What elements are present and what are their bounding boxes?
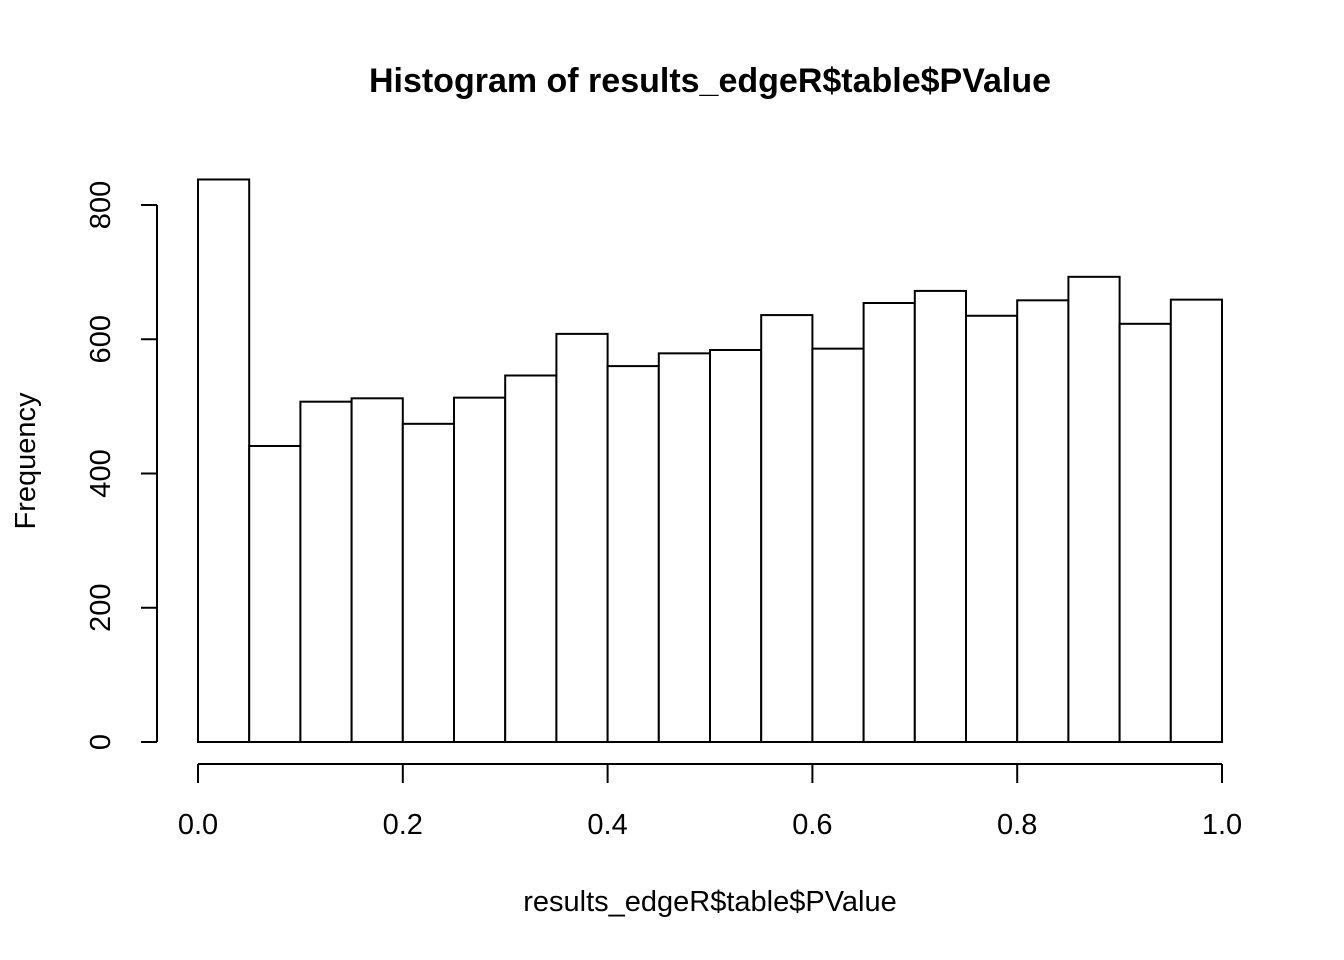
histogram-bar [913,289,967,743]
histogram-bar [606,365,660,743]
x-tick-label: 0.8 [997,809,1037,841]
y-axis-label: Frequency [10,392,42,530]
x-axis: 0.0 0.2 0.4 0.6 0.8 1.0 [178,763,1242,841]
x-tick-label: 1.0 [1202,809,1242,841]
y-tick-label: 400 [85,449,117,497]
histogram-bar [1118,322,1172,743]
histogram-bar [760,314,814,743]
x-axis-label: results_edgeR$table$PValue [523,886,897,918]
histogram-bar [709,348,763,743]
histogram-bar [555,332,609,743]
histogram-bar [248,444,302,743]
histogram-bar [1016,299,1070,743]
histogram-bar [350,397,404,743]
y-tick-label: 200 [85,584,117,632]
histogram-bar [299,400,353,743]
histogram-bar [504,374,558,743]
histogram-bars [197,178,1224,743]
histogram-bar [862,302,916,743]
y-tick-label: 800 [85,181,117,229]
chart-title: Histogram of results_edgeR$table$PValue [369,62,1051,100]
histogram-bar [401,422,455,743]
y-axis: 0 200 400 600 800 [85,181,158,750]
histogram-bar [1169,298,1224,743]
x-tick-label: 0.6 [792,809,832,841]
x-tick-label: 0.4 [587,809,627,841]
x-tick-label: 0.2 [383,809,423,841]
histogram-bar [965,314,1019,743]
histogram-bar [657,352,711,743]
histogram-bar [1067,275,1121,743]
histogram-bar [197,178,251,743]
histogram-bar [811,347,865,743]
y-tick-label: 600 [85,315,117,363]
y-tick-label: 0 [85,734,117,750]
histogram-bar [453,396,507,743]
x-tick-label: 0.0 [178,809,218,841]
